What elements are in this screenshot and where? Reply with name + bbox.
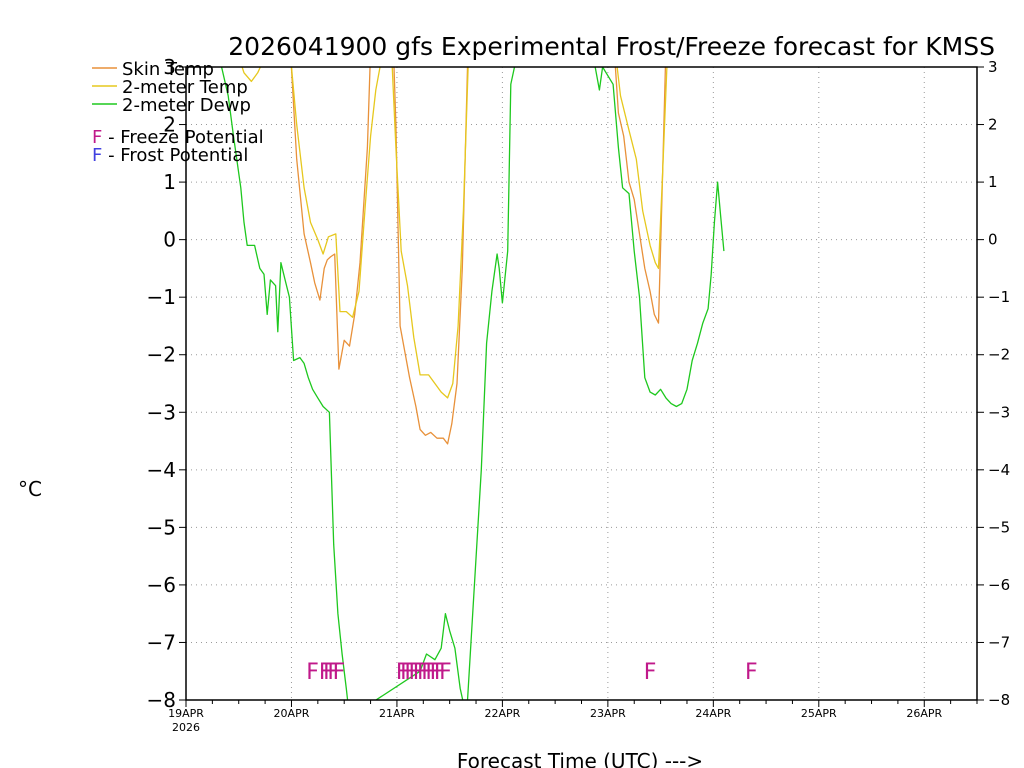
y-tick-label-left: −8 [147,688,176,712]
y-tick-label-left: 2 [163,113,176,137]
legend-freeze-potential: F - Freeze Potential [92,127,264,148]
y-axis-label: °C [18,477,42,501]
y-tick-label-right: −6 [988,576,1010,594]
legend-2m-dewp: 2-meter Dewp [122,95,251,116]
freeze-marker: F [306,660,319,685]
y-tick-label-left: −4 [147,458,176,482]
x-axis-label: Forecast Time (UTC) ---> [457,749,703,768]
y-tick-label-right: −7 [988,633,1010,651]
legend-frost-f: F [92,145,102,166]
x-tick-sublabel: 2026 [172,721,200,734]
freeze-marker: F [745,660,758,685]
y-tick-label-left: 0 [163,228,176,252]
freeze-marker: F [404,660,417,685]
freeze-marker: F [425,660,438,685]
y-tick-label-right: 2 [988,116,998,134]
series-skin-temp [290,67,667,445]
legend: Skin Temp 2-meter Temp 2-meter Dewp F - … [92,59,264,166]
freeze-marker: F [434,660,447,685]
freeze-marker: F [644,660,657,685]
grid [186,67,977,700]
freeze-marker: F [319,660,332,685]
y-tick-label-left: −2 [147,343,176,367]
x-tick-label: 25APR [801,707,837,720]
y-tick-label-left: −7 [147,630,176,654]
y-tick-label-right: 0 [988,231,998,249]
y-tick-label-right: −8 [988,691,1010,709]
freeze-marker: F [430,660,443,685]
freeze-marker: F [333,660,346,685]
y-tick-label-right: −1 [988,288,1010,306]
freeze-marker: F [421,660,434,685]
y-tick-label-left: −3 [147,400,176,424]
y-tick-label-left: −5 [147,515,176,539]
freeze-marker: F [323,660,336,685]
y-axis: 3 3 2 2 1 1 0 0 −1 −1 −2 −2 −3 −3 −4 −4 −5 −5 −6 −6 −7 −7 −8 −8 [147,55,1011,712]
y-tick-label-left: −6 [147,573,176,597]
legend-freeze-f: F [92,127,102,148]
freeze-marker: F [413,660,426,685]
y-tick-label-right: −2 [988,346,1010,364]
legend-2m-temp: 2-meter Temp [122,77,248,98]
y-tick-label-right: −3 [988,403,1010,421]
legend-frost-potential: F - Frost Potential [92,145,248,166]
legend-skin-temp: Skin Temp [122,59,214,80]
x-tick-label: 19APR [168,707,204,720]
freeze-marker: F [439,660,452,685]
series-2-meter-temp [241,67,668,399]
x-tick-label: 23APR [590,707,626,720]
x-tick-label: 20APR [274,707,310,720]
y-tick-label-left: −1 [147,285,176,309]
series-2-meter-dewp [220,67,725,700]
y-tick-label-right: 1 [988,173,998,191]
x-tick-label: 21APR [379,707,415,720]
y-tick-label-right: −5 [988,518,1010,536]
y-tick-label-left: 1 [163,170,176,194]
legend-frost-text: - Frost Potential [102,145,248,166]
freeze-marker: F [417,660,430,685]
freeze-marker: F [409,660,422,685]
plot-frame [185,66,978,701]
freeze-marker: F [400,660,413,685]
chart-title: 2026041900 gfs Experimental Frost/Freeze… [228,32,995,61]
y-tick-label-right: 3 [988,58,998,76]
y-tick-label-right: −4 [988,461,1010,479]
series-layer [220,67,725,700]
legend-freeze-text: - Freeze Potential [102,127,263,148]
freeze-marker: F [327,660,340,685]
x-tick-label: 22APR [484,707,520,720]
y-tick-label-left: 3 [163,55,176,79]
freeze-marker: F [396,660,409,685]
x-tick-label: 24APR [695,707,731,720]
x-tick-label: 26APR [906,707,942,720]
